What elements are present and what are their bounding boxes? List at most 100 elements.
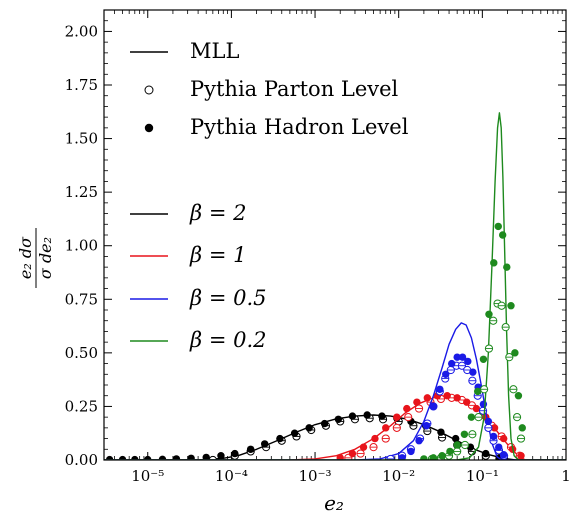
hadron-point-beta-1 <box>500 434 508 443</box>
hadron-point-beta-0p2 <box>420 455 428 460</box>
hadron-point-beta-2 <box>290 429 299 437</box>
hadron-point-beta-0p5 <box>495 443 503 451</box>
hadron-point-beta-0p2 <box>514 392 523 400</box>
hadron-point-beta-0p5 <box>422 422 431 430</box>
hadron-point-beta-0p5 <box>453 353 461 361</box>
mll-curve-beta-0p2 <box>104 112 566 460</box>
hadron-point-beta-0p5 <box>469 368 477 376</box>
y-axis-label-numerator: e₂ dσ <box>16 236 35 279</box>
hadron-point-beta-2 <box>305 424 313 432</box>
legend-label: MLL <box>190 39 239 63</box>
hadron-point-beta-1 <box>443 392 451 400</box>
x-tick-label: 10⁻¹ <box>466 467 499 485</box>
hadron-point-beta-0p2 <box>453 441 461 449</box>
plot-frame <box>103 9 567 461</box>
hadron-point-beta-0p2 <box>446 447 454 456</box>
hadron-point-beta-2 <box>131 455 139 460</box>
hadron-point-beta-1 <box>371 434 379 443</box>
hadron-point-beta-0p5 <box>489 432 498 441</box>
y-tick-label: 1.75 <box>65 76 98 94</box>
hadron-point-beta-1 <box>359 443 368 451</box>
hadron-point-beta-2 <box>231 449 239 458</box>
hadron-point-beta-2 <box>320 419 329 428</box>
y-tick-label: 1.25 <box>65 183 98 201</box>
y-tick-label: 0.00 <box>65 451 98 469</box>
hadron-point-beta-2 <box>118 455 127 460</box>
hadron-point-beta-2 <box>363 411 371 419</box>
hadron-point-beta-0p5 <box>464 357 472 366</box>
hadron-point-beta-0p2 <box>511 349 519 357</box>
hadron-point-beta-0p2 <box>474 387 482 396</box>
legend-beta-label: β = 2 <box>189 201 246 225</box>
hadron-point-beta-2 <box>158 455 167 460</box>
hadron-point-beta-0p5 <box>458 353 467 361</box>
legend-label: Pythia Hadron Level <box>190 115 409 139</box>
hadron-point-beta-2 <box>246 445 255 453</box>
hadron-point-beta-2 <box>276 434 284 443</box>
hadron-point-beta-0p2 <box>467 413 476 421</box>
hadron-point-beta-0p2 <box>507 302 515 310</box>
hadron-point-beta-2 <box>437 428 445 436</box>
x-tick-label: 10⁻² <box>382 467 415 485</box>
hadron-point-beta-0p5 <box>429 402 438 411</box>
y-tick-label: 0.50 <box>65 344 98 362</box>
hadron-point-beta-1 <box>423 394 432 402</box>
hadron-point-beta-0p2 <box>460 430 469 438</box>
hadron-point-beta-2 <box>451 434 460 443</box>
series-beta-0p2 <box>104 112 566 460</box>
hadron-point-beta-2 <box>105 455 114 460</box>
hadron-point-beta-0p2 <box>438 452 446 460</box>
y-tick-label: 1.50 <box>65 130 98 148</box>
hadron-point-beta-1 <box>413 398 421 406</box>
x-tick-label: 1 <box>561 467 570 485</box>
series-layer <box>104 112 566 460</box>
hadron-point-beta-2 <box>217 452 225 460</box>
hadron-point-beta-2 <box>260 440 269 448</box>
hadron-point-beta-0p2 <box>479 355 488 363</box>
ticks-layer: 10⁻⁵ 10⁻⁴ 10⁻³ 10⁻² 10⁻¹ 1 0.00 0.25 0.50 0.75 1.0… <box>65 10 570 485</box>
legend-hadron-swatch <box>144 123 154 133</box>
hadron-point-beta-2 <box>144 455 152 460</box>
hadron-point-beta-0p5 <box>436 385 444 393</box>
hadron-point-beta-0p5 <box>484 417 493 426</box>
hadron-point-beta-0p2 <box>490 259 498 267</box>
hadron-point-beta-2 <box>172 455 181 460</box>
hadron-point-beta-1 <box>403 404 411 413</box>
legend-beta-label: β = 0.2 <box>189 328 266 352</box>
x-tick-label: 10⁻⁵ <box>131 467 164 485</box>
hadron-point-beta-1 <box>472 404 481 413</box>
hadron-point-beta-0p2 <box>494 222 502 231</box>
hadron-point-beta-2 <box>187 454 195 460</box>
hadron-point-beta-1 <box>348 449 357 458</box>
y-axis-label-denominator: σ de₂ <box>36 237 55 279</box>
hadron-point-beta-0p2 <box>503 263 511 271</box>
y-tick-label: 0.25 <box>65 397 98 415</box>
hadron-point-beta-1 <box>462 398 471 406</box>
hadron-point-beta-2 <box>334 415 343 423</box>
y-axis-label: e₂ dσ σ de₂ <box>16 228 55 288</box>
y-tick-label: 2.00 <box>65 22 98 40</box>
hadron-point-beta-0p5 <box>479 400 488 408</box>
legend-parton-swatch <box>144 85 154 95</box>
hadron-point-beta-2 <box>202 453 210 460</box>
hadron-point-beta-0p2 <box>498 231 507 239</box>
series-beta-0p5 <box>104 322 566 460</box>
hadron-point-beta-2 <box>482 449 490 458</box>
hadron-point-beta-0p2 <box>485 310 493 318</box>
hadron-point-beta-0p2 <box>429 454 438 460</box>
series-beta-1 <box>104 392 566 460</box>
hadron-point-beta-1 <box>517 452 525 460</box>
hadron-point-beta-0p2 <box>518 424 526 432</box>
hadron-point-beta-0p5 <box>447 359 456 368</box>
x-tick-label: 10⁻⁴ <box>215 467 248 485</box>
hadron-point-beta-1 <box>382 424 390 432</box>
hadron-point-beta-1 <box>393 413 401 421</box>
x-axis-label: e₂ <box>324 491 344 515</box>
legend: MLL Pythia Parton Level Pythia Hadron Leve… <box>130 39 409 352</box>
hadron-point-beta-0p5 <box>500 450 508 459</box>
plot-area <box>104 112 566 460</box>
hadron-point-beta-0p5 <box>442 370 450 378</box>
hadron-point-beta-0p5 <box>398 454 406 460</box>
hadron-point-beta-2 <box>348 412 357 420</box>
